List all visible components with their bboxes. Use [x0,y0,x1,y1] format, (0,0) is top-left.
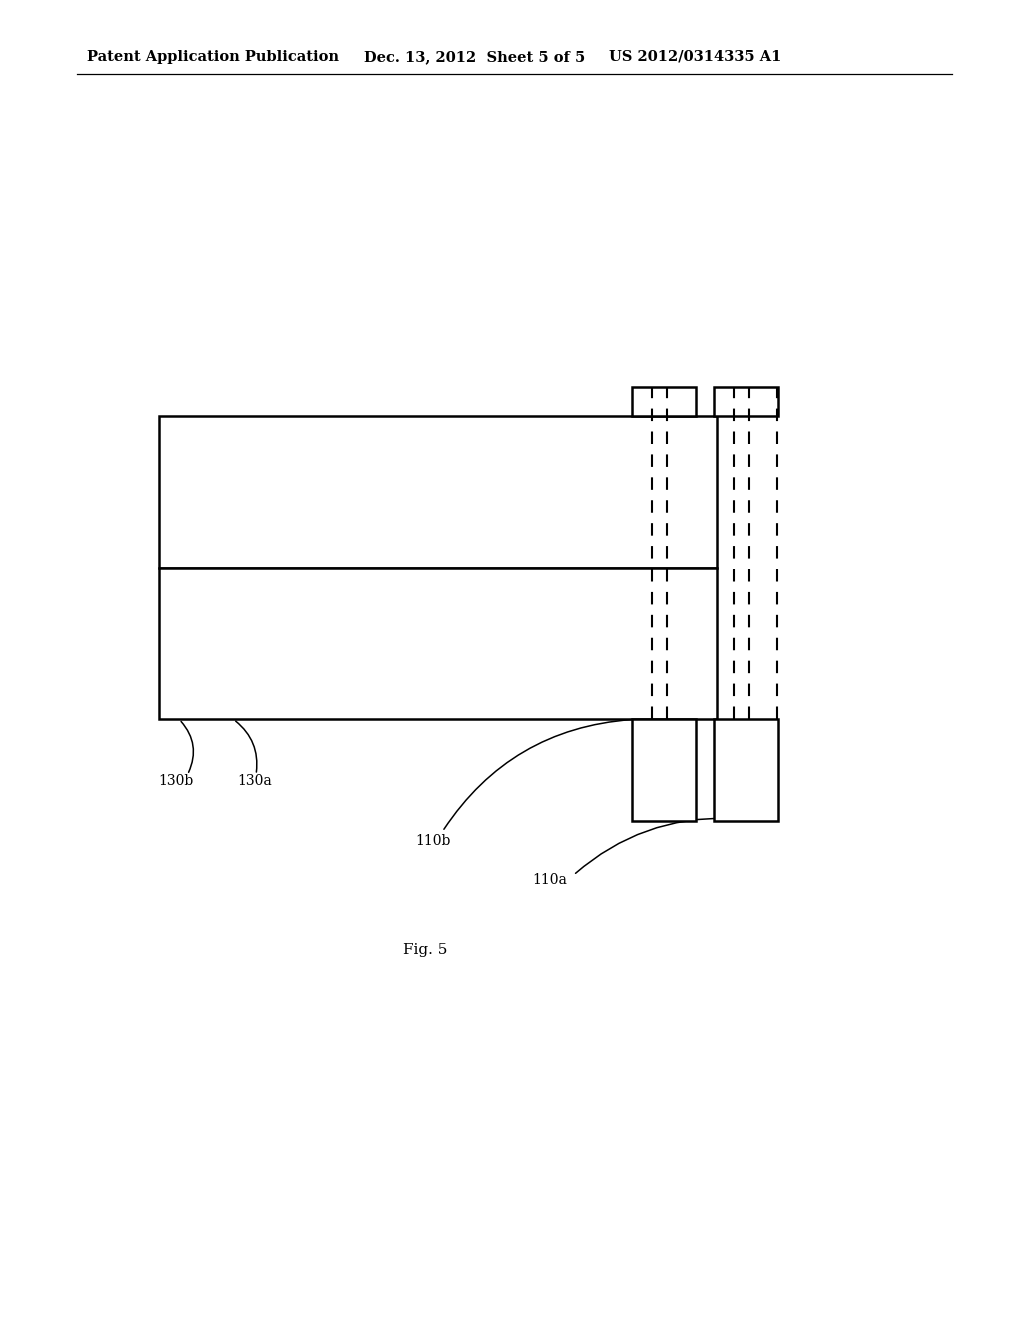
Bar [632,387,696,416]
Text: Fig. 5: Fig. 5 [402,944,447,957]
Text: 130b: 130b [159,775,194,788]
Bar [714,387,778,416]
Bar [159,568,717,719]
Text: 130a: 130a [238,775,272,788]
Text: US 2012/0314335 A1: US 2012/0314335 A1 [609,50,781,63]
Bar [632,719,696,821]
Text: 110a: 110a [532,874,567,887]
Text: 110b: 110b [416,834,452,847]
Text: Patent Application Publication: Patent Application Publication [87,50,339,63]
Bar [714,719,778,821]
Bar [159,416,717,568]
Text: Dec. 13, 2012  Sheet 5 of 5: Dec. 13, 2012 Sheet 5 of 5 [364,50,585,63]
